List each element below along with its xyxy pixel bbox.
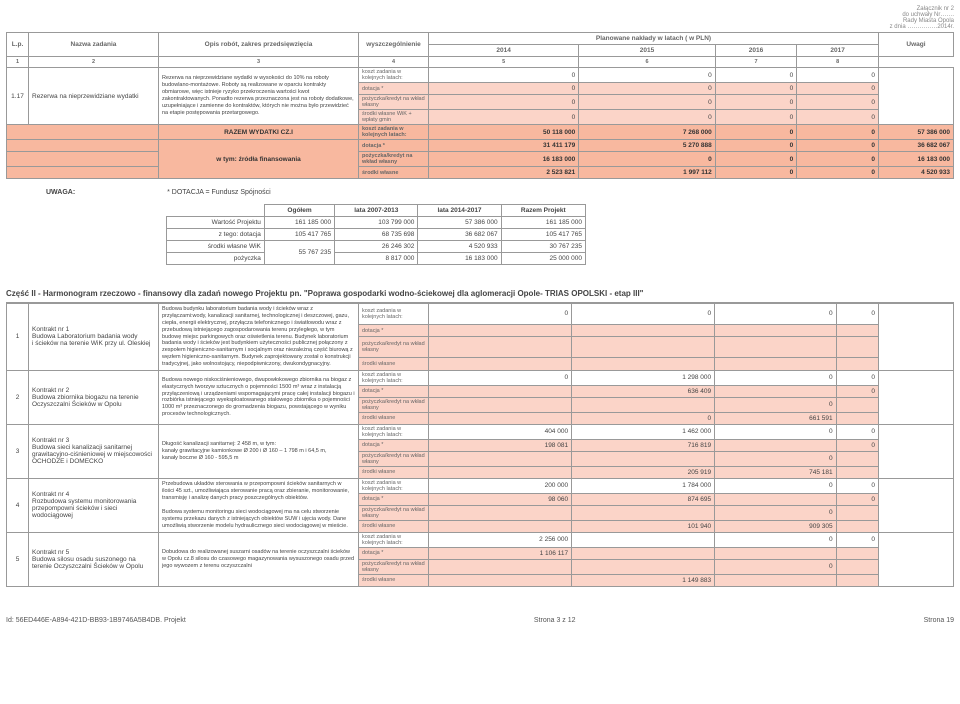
- h-2017: 2017: [797, 45, 879, 57]
- r117-desc: Rezerwa na nieprzewidziane wydatki w wys…: [159, 68, 359, 125]
- section2-title: Część II - Harmonogram rzeczowo - finans…: [6, 285, 954, 303]
- summary-table: Ogółemlata 2007-2013lata 2014-2017Razem …: [166, 204, 586, 265]
- h-scope: Opis robót, zakres przedsięwzięcia: [159, 33, 359, 57]
- total-finsrc: w tym: źródła finansowania: [159, 140, 359, 179]
- h-remarks: Uwagi: [879, 33, 954, 57]
- h-lp: L.p.: [7, 33, 29, 57]
- h-2014: 2014: [429, 45, 579, 57]
- foot-sp: Strona 19: [924, 617, 954, 624]
- main-table: L.p. Nazwa zadania Opis robót, zakres pr…: [6, 32, 954, 179]
- h-plan: Planowane nakłady w latach ( w PLN): [429, 33, 879, 45]
- foot-id: Id: 56ED446E-A894-421D-BB93-1B9746A5B4DB…: [6, 617, 186, 624]
- att-l4: z dnia ……………2014r.: [6, 24, 954, 30]
- note-label: UWAGA:: [46, 189, 75, 196]
- foot-pg: Strona 3 z 12: [534, 617, 576, 624]
- h-spec: wyszczególnienie: [359, 33, 429, 57]
- r117-lp: 1.17: [7, 68, 29, 125]
- total-title: RAZEM WYDATKI CZ.I: [159, 125, 359, 140]
- h-2015: 2015: [579, 45, 716, 57]
- r117-name: Rezerwa na nieprzewidziane wydatki: [29, 68, 159, 125]
- h-name: Nazwa zadania: [29, 33, 159, 57]
- contracts-table: 1 Kontrakt nr 1 Budowa Laboratorium bada…: [6, 303, 954, 587]
- note-text: * DOTACJA = Fundusz Spójności: [167, 189, 271, 196]
- h-2016: 2016: [715, 45, 797, 57]
